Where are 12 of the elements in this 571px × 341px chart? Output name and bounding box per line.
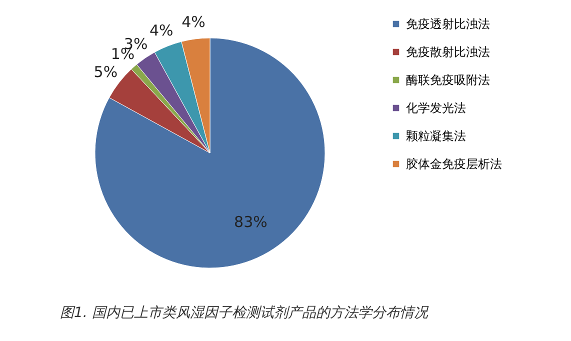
legend-label: 胶体金免疫层析法 bbox=[406, 157, 502, 171]
data-label: 4% bbox=[150, 21, 174, 40]
legend-label: 酶联免疫吸附法 bbox=[406, 73, 490, 87]
data-label: 5% bbox=[94, 63, 118, 82]
legend-label: 化学发光法 bbox=[406, 101, 466, 115]
legend-label: 免疫透射比浊法 bbox=[406, 17, 490, 31]
pie-slice bbox=[94, 38, 326, 268]
caption: 图1. 国内已上市类风湿因子检测试剂产品的方法学分布情况 bbox=[60, 305, 429, 321]
data-label: 83% bbox=[234, 212, 268, 231]
data-label: 4% bbox=[182, 13, 206, 32]
legend-label: 免疫散射比浊法 bbox=[406, 45, 490, 59]
legend-label: 颗粒凝集法 bbox=[406, 129, 466, 143]
